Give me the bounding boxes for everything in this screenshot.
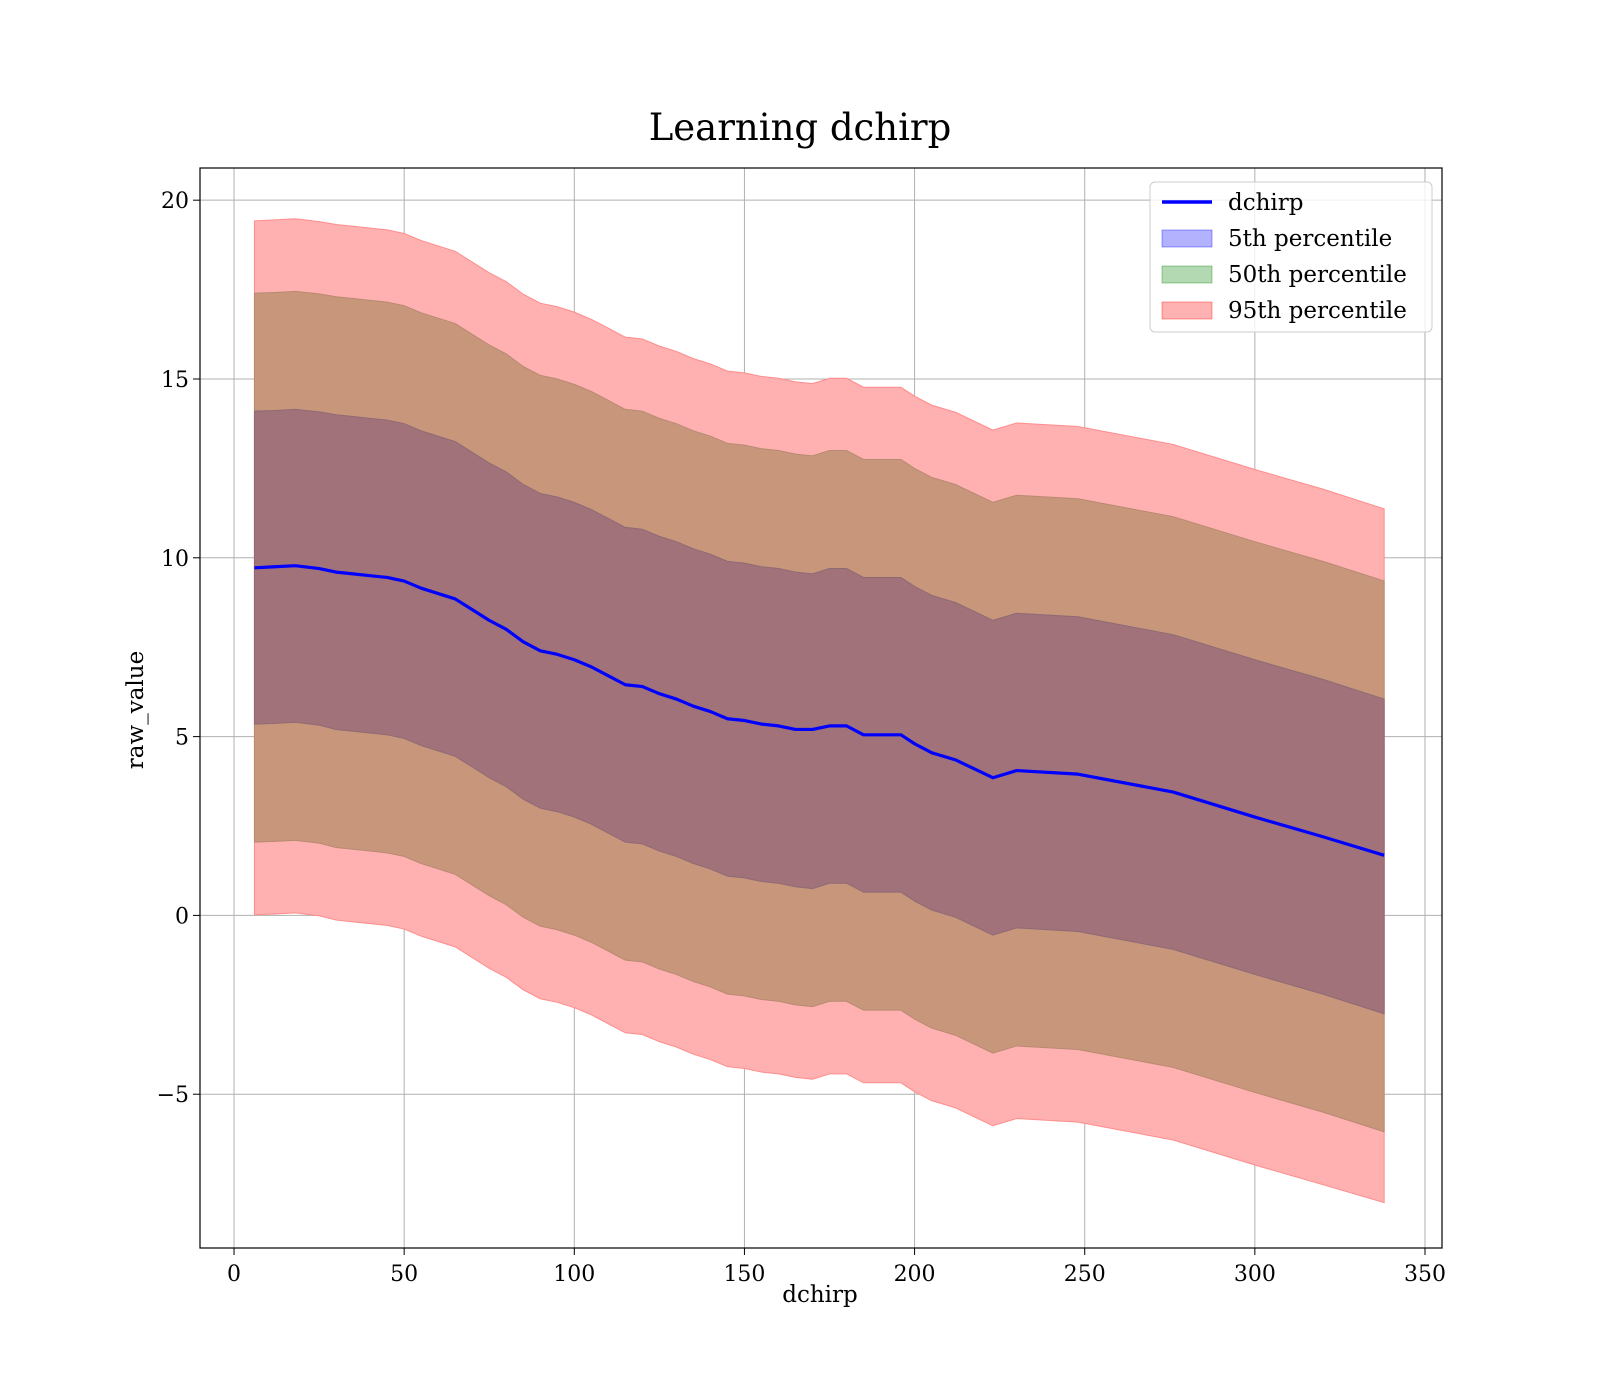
y-tick-label: 20 [161, 189, 189, 214]
x-tick-label: 350 [1404, 1262, 1446, 1287]
x-axis-label: dchirp [782, 1282, 858, 1308]
chart-title: Learning dchirp [649, 106, 952, 149]
legend-label: 50th percentile [1228, 262, 1407, 288]
legend-swatch-patch [1161, 265, 1213, 284]
y-tick-label: 5 [175, 726, 189, 751]
legend-swatch-patch [1161, 229, 1213, 248]
percentile-bands [253, 218, 1385, 1204]
x-axis: 0 50 100 150 200 250 300 350 [227, 1248, 1446, 1287]
x-tick-label: 100 [553, 1262, 595, 1287]
x-tick-label: 0 [227, 1262, 241, 1287]
legend-label: 95th percentile [1228, 298, 1407, 324]
y-axis-label: raw_value [123, 651, 149, 769]
y-tick-label: −5 [157, 1083, 189, 1108]
y-tick-label: 10 [161, 547, 189, 572]
legend-box [1149, 181, 1433, 333]
legend-swatch-patch [1161, 301, 1213, 320]
x-tick-label: 300 [1234, 1262, 1276, 1287]
legend: dchirp 5th percentile 50th percentile 95th … [1149, 181, 1433, 333]
legend-label: dchirp [1228, 190, 1304, 216]
legend-label: 5th percentile [1228, 226, 1392, 252]
series-line-layer [254, 564, 1385, 857]
plot-frame [199, 167, 1443, 1249]
y-axis: −5 0 5 10 15 20 [157, 189, 200, 1108]
y-tick-label: 15 [161, 368, 189, 393]
y-tick-label: 0 [175, 904, 189, 929]
x-tick-label: 150 [723, 1262, 765, 1287]
series-line-dchirp [254, 564, 1385, 857]
x-tick-label: 200 [894, 1262, 936, 1287]
band-5th-percentile [253, 408, 1385, 1015]
x-tick-label: 50 [390, 1262, 418, 1287]
x-tick-label: 250 [1064, 1262, 1106, 1287]
